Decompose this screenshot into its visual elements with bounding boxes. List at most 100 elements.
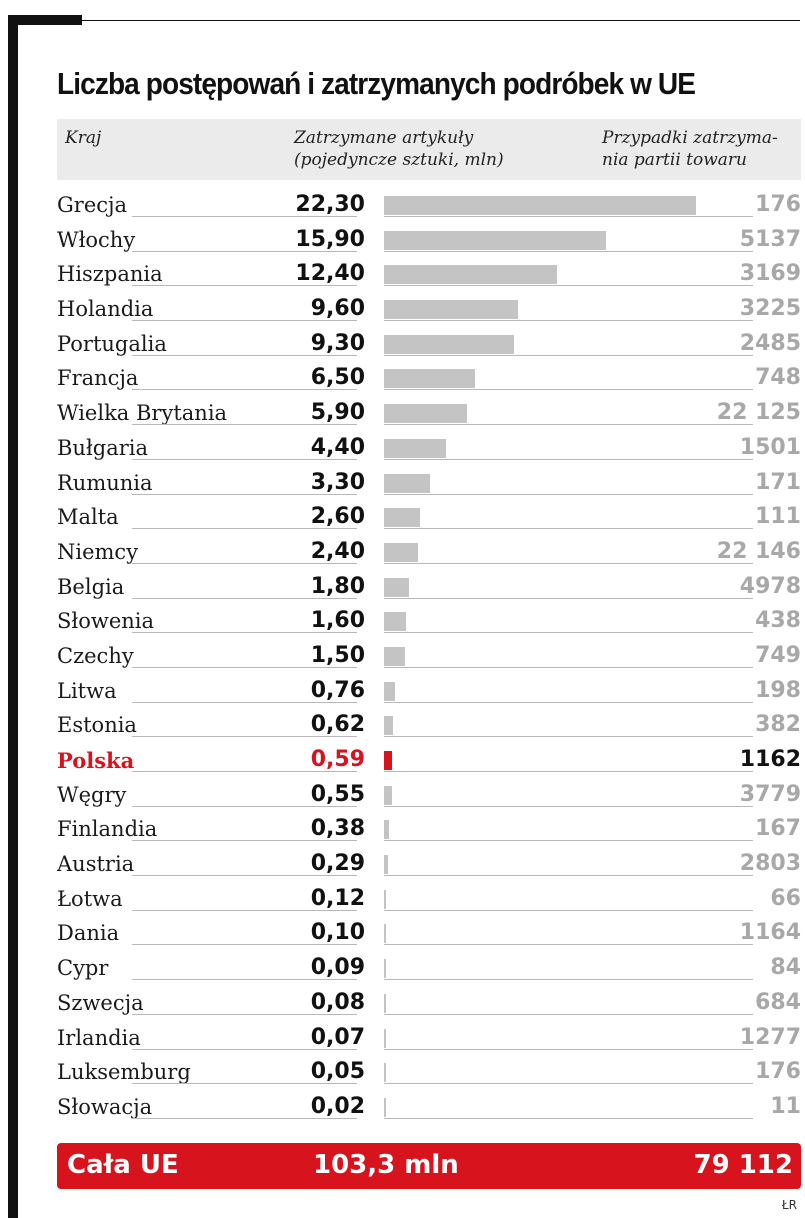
country-label: Wielka Brytania	[57, 401, 228, 426]
country-label: Francja	[57, 366, 139, 391]
country-label: Austria	[57, 852, 135, 877]
row-leader-line	[132, 701, 357, 703]
bar-baseline	[384, 528, 753, 530]
row-leader-line	[132, 250, 357, 252]
value-label: 5,90	[310, 400, 365, 426]
bar-baseline	[384, 666, 753, 668]
row-leader-line	[132, 458, 357, 460]
bar	[384, 959, 386, 979]
table-row: Cypr 0,09 84	[57, 953, 801, 988]
row-leader-line	[132, 424, 357, 426]
frame-top-rule	[18, 20, 800, 21]
bar-baseline	[384, 979, 753, 981]
table-row: Malta 2,60 111	[57, 502, 801, 537]
cases-label: 198	[755, 677, 801, 703]
cases-label: 748	[755, 365, 801, 391]
country-label: Hiszpania	[57, 262, 163, 287]
table-row: Portugalia 9,30 2485	[57, 329, 801, 364]
row-leader-line	[132, 1117, 357, 1119]
cases-label: 84	[770, 955, 801, 981]
value-label: 0,07	[310, 1024, 365, 1050]
value-label: 9,30	[310, 330, 365, 356]
country-label: Rumunia	[57, 470, 153, 495]
bar-baseline	[384, 1117, 753, 1119]
bar	[384, 751, 393, 770]
row-leader-line	[132, 493, 357, 495]
value-label: 0,55	[310, 781, 365, 807]
cases-label: 3169	[739, 261, 801, 287]
table-row: Austria 0,29 2803	[57, 849, 801, 884]
bar	[384, 542, 418, 562]
country-label: Węgry	[57, 782, 127, 807]
value-label: 12,40	[295, 261, 365, 287]
value-label: 22,30	[295, 192, 365, 217]
total-label: Cała UE	[67, 1150, 179, 1180]
country-label: Portugalia	[57, 331, 167, 356]
cases-label: 111	[755, 504, 801, 530]
cases-label: 2485	[739, 330, 801, 356]
bar-baseline	[384, 805, 753, 807]
value-label: 0,76	[310, 677, 365, 703]
bar-baseline	[384, 597, 753, 599]
row-leader-line	[132, 597, 357, 599]
row-leader-line	[132, 216, 357, 217]
row-leader-line	[132, 632, 357, 634]
bar	[384, 404, 467, 424]
bar-baseline	[384, 944, 753, 946]
cases-label: 3225	[739, 296, 801, 322]
row-leader-line	[132, 389, 357, 391]
table-row: Włochy 15,90 5137	[57, 225, 801, 260]
cases-label: 438	[755, 608, 801, 634]
cases-label: 3779	[739, 781, 801, 807]
country-label: Holandia	[57, 297, 154, 322]
value-label: 0,02	[310, 1093, 365, 1119]
value-label: 0,29	[310, 851, 365, 877]
row-leader-line	[132, 528, 357, 530]
country-label: Malta	[57, 505, 119, 530]
cases-label: 382	[755, 712, 801, 738]
table-row: Węgry 0,55 3779	[57, 780, 801, 815]
cases-label: 171	[755, 469, 801, 495]
table-row: Słowenia 1,60 438	[57, 606, 801, 641]
bar-baseline	[384, 320, 753, 322]
country-label: Luksemburg	[57, 1060, 191, 1085]
row-leader-line	[132, 1083, 357, 1085]
country-label: Belgia	[57, 574, 125, 599]
row-leader-line	[132, 840, 357, 842]
bar-baseline	[384, 285, 753, 287]
value-label: 0,05	[310, 1059, 365, 1085]
value-label: 15,90	[295, 226, 365, 252]
row-leader-line	[132, 736, 357, 738]
row-leader-line	[132, 875, 357, 877]
bar	[384, 924, 386, 944]
bar-baseline	[384, 458, 753, 460]
country-label: Finlandia	[57, 817, 158, 842]
table-row: Dania 0,10 1164	[57, 918, 801, 953]
table-row: Luksemburg 0,05 176	[57, 1057, 801, 1092]
header-country: Kraj	[65, 128, 102, 148]
header-items: Zatrzymane artykuły (pojedyncze sztuki, …	[294, 128, 504, 170]
value-label: 0,10	[310, 920, 365, 946]
bar-baseline	[384, 1013, 753, 1015]
row-leader-line	[132, 1013, 357, 1015]
row-leader-line	[132, 771, 357, 772]
bar	[384, 1063, 386, 1083]
header-cases: Przypadki zatrzyma- nia partii towaru	[602, 128, 778, 170]
cases-label: 2803	[739, 851, 801, 877]
table-row: Wielka Brytania 5,90 22 125	[57, 398, 801, 433]
country-label: Włochy	[57, 227, 136, 252]
bar	[384, 716, 393, 736]
cases-label: 66	[770, 885, 801, 911]
row-leader-line	[132, 944, 357, 946]
table-row: Rumunia 3,30 171	[57, 468, 801, 503]
bar	[384, 334, 515, 354]
bar-baseline	[384, 632, 753, 634]
bar-baseline	[384, 840, 753, 842]
country-label: Niemcy	[57, 539, 139, 564]
table-row: Estonia 0,62 382	[57, 710, 801, 745]
cases-label: 176	[755, 1059, 801, 1085]
bar-baseline	[384, 1048, 753, 1050]
row-leader-line	[132, 1048, 357, 1050]
total-items: 103,3 mln	[313, 1150, 459, 1180]
bar-baseline	[384, 389, 753, 391]
